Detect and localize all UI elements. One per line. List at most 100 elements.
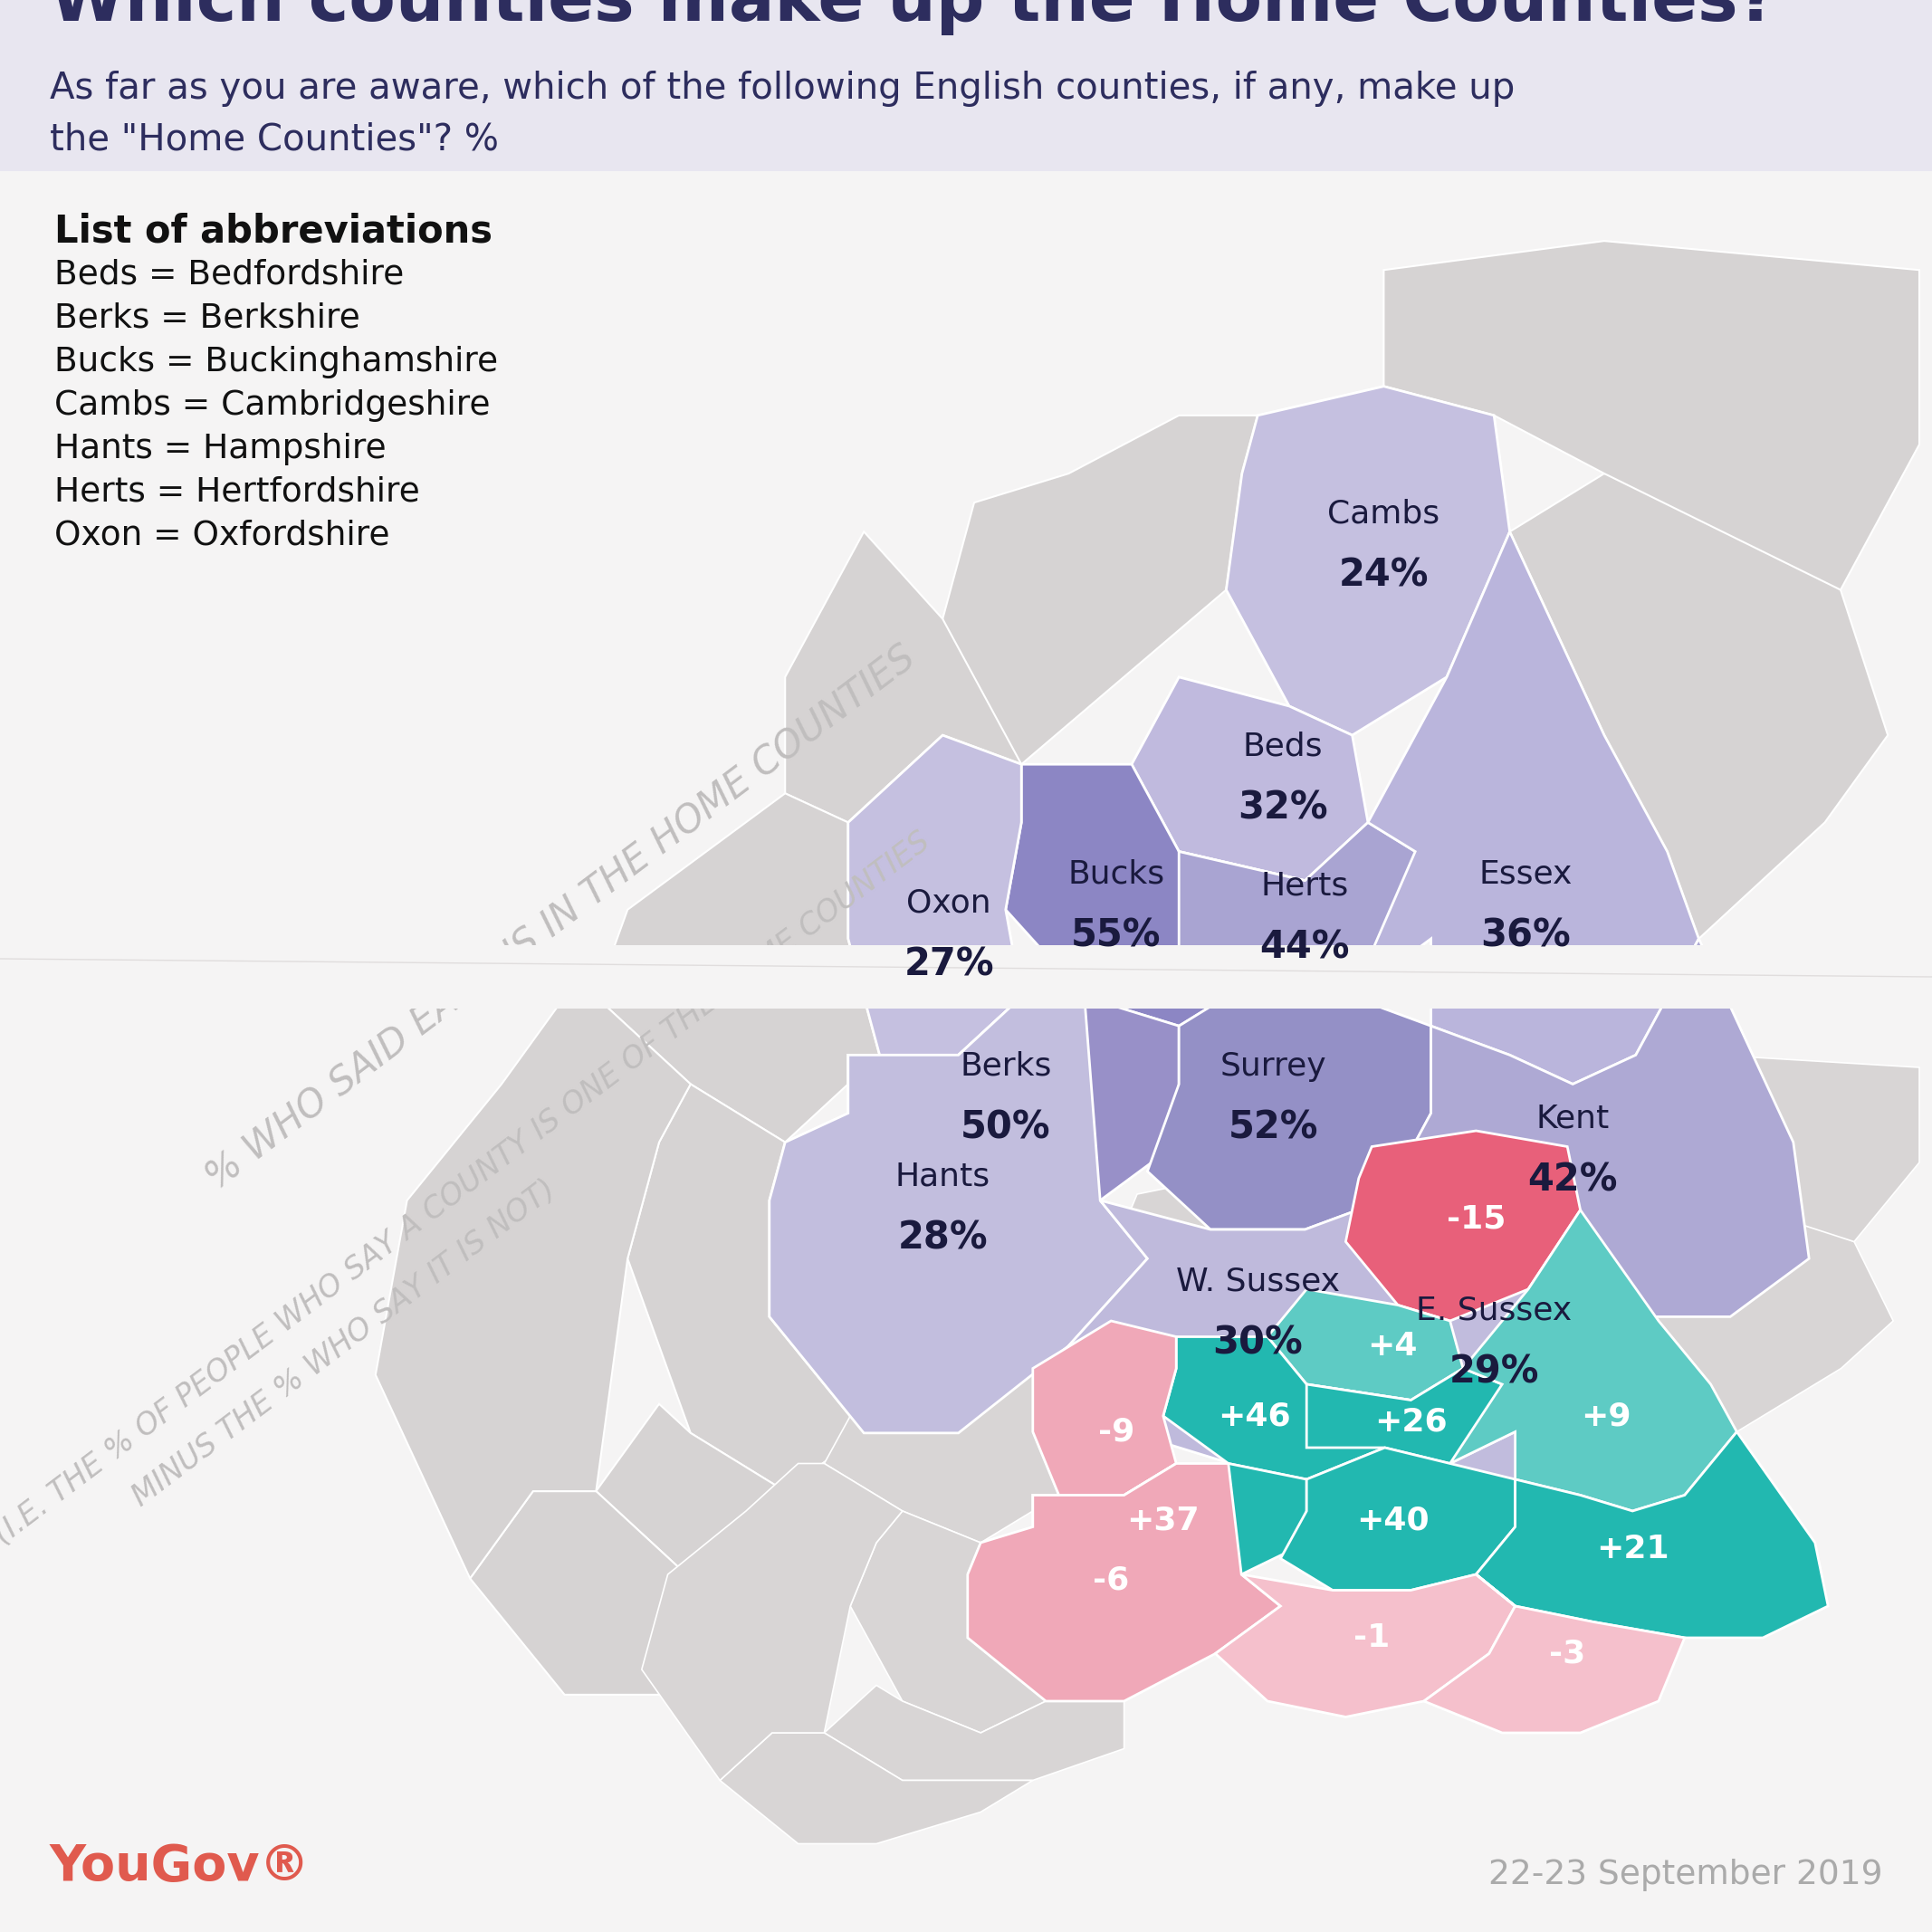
Text: Berks: Berks xyxy=(960,1051,1051,1082)
Text: 27%: 27% xyxy=(904,947,995,983)
Text: +40: +40 xyxy=(1356,1505,1430,1536)
Polygon shape xyxy=(1034,1463,1306,1575)
Polygon shape xyxy=(848,736,1022,1055)
Polygon shape xyxy=(968,1463,1281,1702)
Text: Cambs = Cambridgeshire: Cambs = Cambridgeshire xyxy=(54,388,491,421)
Polygon shape xyxy=(1383,939,1808,1318)
Text: List of abbreviations: List of abbreviations xyxy=(54,213,493,249)
Text: 28%: 28% xyxy=(898,1219,987,1258)
Text: 50%: 50% xyxy=(960,1109,1051,1148)
Polygon shape xyxy=(769,997,1148,1434)
Polygon shape xyxy=(850,1511,1045,1733)
Polygon shape xyxy=(1163,1337,1410,1480)
Text: 30%: 30% xyxy=(1213,1323,1302,1362)
Polygon shape xyxy=(1451,1209,1737,1511)
Text: As far as you are aware, which of the following English counties, if any, make u: As far as you are aware, which of the fo… xyxy=(50,71,1515,158)
Polygon shape xyxy=(1179,823,1432,997)
Polygon shape xyxy=(1148,968,1432,1229)
Polygon shape xyxy=(1321,1200,1636,1492)
Text: Which counties make up the Home Counties?: Which counties make up the Home Counties… xyxy=(50,0,1777,35)
Polygon shape xyxy=(1034,1463,1306,1575)
Polygon shape xyxy=(1451,1209,1737,1511)
Text: Essex: Essex xyxy=(1478,860,1573,891)
Polygon shape xyxy=(1068,1200,1432,1463)
Polygon shape xyxy=(1281,1447,1515,1590)
Polygon shape xyxy=(0,945,1932,1009)
Polygon shape xyxy=(641,1463,902,1781)
Polygon shape xyxy=(1215,1575,1515,1718)
Text: Surrey: Surrey xyxy=(1221,1051,1327,1082)
Polygon shape xyxy=(1179,968,1352,1084)
Text: E. Sussex: E. Sussex xyxy=(1416,1294,1573,1325)
Text: Hants: Hants xyxy=(895,1161,991,1192)
Polygon shape xyxy=(1163,1337,1410,1480)
Polygon shape xyxy=(848,997,1179,1200)
Text: Bucks: Bucks xyxy=(1068,860,1165,891)
Polygon shape xyxy=(1352,531,1698,1084)
Polygon shape xyxy=(848,997,1179,1200)
Polygon shape xyxy=(597,794,879,1142)
Text: -1: -1 xyxy=(1354,1623,1389,1654)
Polygon shape xyxy=(1281,1447,1515,1590)
Text: Oxon = Oxfordshire: Oxon = Oxfordshire xyxy=(54,520,390,553)
Text: 55%: 55% xyxy=(1070,918,1161,954)
Polygon shape xyxy=(1476,1051,1918,1242)
Polygon shape xyxy=(1580,1179,1893,1432)
Text: +37: +37 xyxy=(1126,1505,1200,1536)
Text: Beds = Bedfordshire: Beds = Bedfordshire xyxy=(54,259,404,292)
Text: +26: +26 xyxy=(1374,1406,1447,1437)
Polygon shape xyxy=(1352,531,1698,1084)
Polygon shape xyxy=(1148,968,1432,1229)
Polygon shape xyxy=(968,1463,1281,1702)
Text: 52%: 52% xyxy=(1229,1109,1318,1148)
Text: Herts = Hertfordshire: Herts = Hertfordshire xyxy=(54,475,419,508)
Bar xyxy=(0,0,1932,172)
Polygon shape xyxy=(1383,242,1918,589)
Text: -9: -9 xyxy=(1097,1416,1134,1447)
Polygon shape xyxy=(1476,1432,1828,1638)
Polygon shape xyxy=(1321,1200,1636,1492)
Text: +9: +9 xyxy=(1580,1401,1633,1432)
Polygon shape xyxy=(1424,1575,1685,1733)
Polygon shape xyxy=(1306,1368,1515,1463)
Text: Hants = Hampshire: Hants = Hampshire xyxy=(54,433,386,466)
Polygon shape xyxy=(1267,1289,1463,1401)
Polygon shape xyxy=(1306,1447,1451,1511)
Polygon shape xyxy=(1383,939,1808,1318)
Text: 44%: 44% xyxy=(1260,929,1350,966)
Polygon shape xyxy=(1347,1130,1580,1321)
Polygon shape xyxy=(1306,1368,1515,1463)
Polygon shape xyxy=(1347,1130,1580,1321)
Text: -6: -6 xyxy=(1094,1565,1130,1596)
Polygon shape xyxy=(1068,1200,1432,1463)
Polygon shape xyxy=(1476,1432,1828,1638)
Polygon shape xyxy=(825,1352,1059,1544)
Text: 24%: 24% xyxy=(1339,556,1430,595)
Text: Herts: Herts xyxy=(1262,871,1349,902)
Polygon shape xyxy=(1267,1289,1463,1401)
Polygon shape xyxy=(721,1733,1034,1843)
Polygon shape xyxy=(943,415,1258,765)
Text: -3: -3 xyxy=(1549,1638,1586,1669)
Polygon shape xyxy=(1007,765,1304,1026)
Text: +4: +4 xyxy=(1368,1331,1418,1362)
Text: Berks = Berkshire: Berks = Berkshire xyxy=(54,303,359,334)
Text: Beds: Beds xyxy=(1242,730,1323,761)
Text: -15: -15 xyxy=(1447,1204,1505,1235)
Text: 42%: 42% xyxy=(1528,1161,1617,1200)
Polygon shape xyxy=(628,1084,864,1492)
Text: 22-23 September 2019: 22-23 September 2019 xyxy=(1490,1859,1884,1891)
Polygon shape xyxy=(1509,473,1888,939)
Text: Cambs: Cambs xyxy=(1327,498,1439,529)
Text: Kent: Kent xyxy=(1536,1103,1609,1134)
Polygon shape xyxy=(1179,823,1432,997)
Polygon shape xyxy=(1424,1575,1685,1733)
Text: YouGov®: YouGov® xyxy=(50,1843,311,1891)
Polygon shape xyxy=(825,1685,1124,1781)
Polygon shape xyxy=(848,736,1022,1055)
Polygon shape xyxy=(981,1209,1177,1368)
Polygon shape xyxy=(375,997,690,1578)
Text: Oxon: Oxon xyxy=(906,889,991,920)
Polygon shape xyxy=(469,1492,848,1694)
Text: Bucks = Buckinghamshire: Bucks = Buckinghamshire xyxy=(54,346,498,379)
